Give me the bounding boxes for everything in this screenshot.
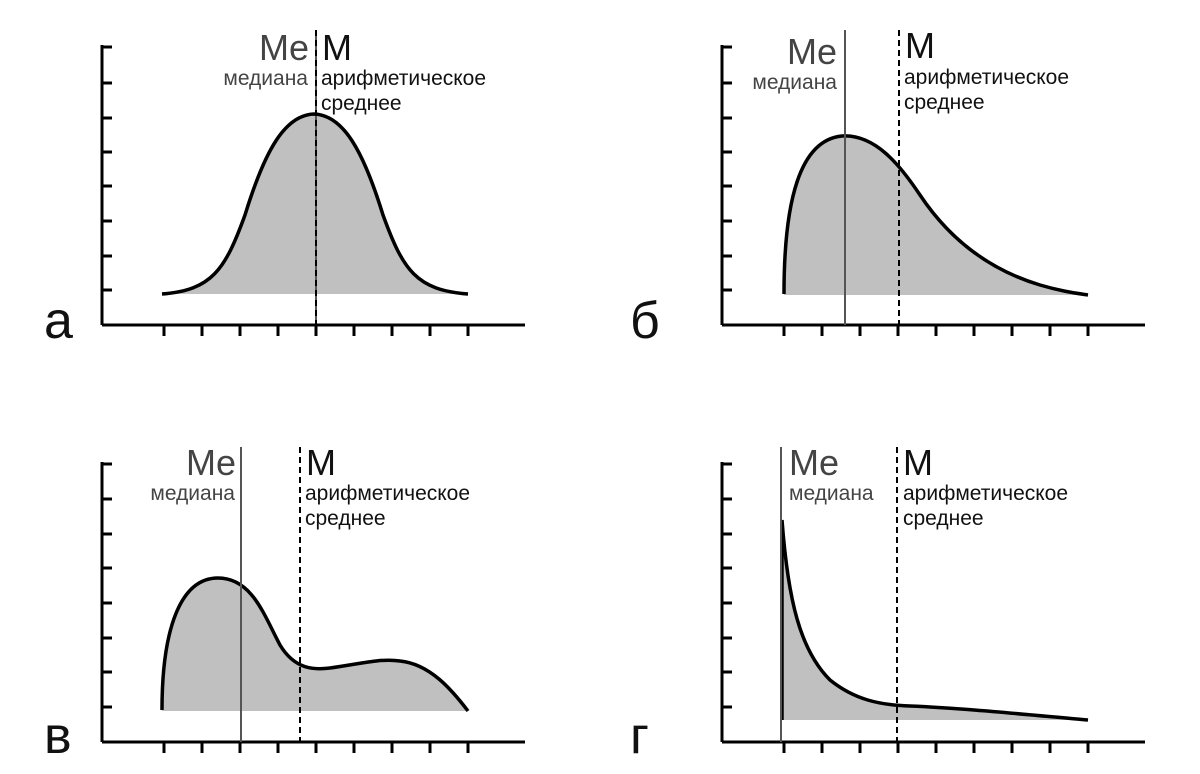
panel-a-axes <box>100 45 525 336</box>
panel-b-letter: б <box>630 292 660 350</box>
panel-d-curve <box>780 519 1089 722</box>
panel-d-mean-text-2: среднее <box>903 507 984 530</box>
panel-a-letter: а <box>44 292 73 350</box>
panel-b-mean-text-2: среднее <box>904 91 985 114</box>
panel-d-median-text: медиана <box>789 482 874 505</box>
panel-a-mean-symbol: M <box>322 27 352 68</box>
panel-b: Me медиана M арифметическое среднее б <box>630 25 1145 350</box>
panel-d: Me медиана M арифметическое среднее г <box>630 442 1145 765</box>
panel-b-mean-text-1: арифметическое <box>904 66 1069 89</box>
panel-b-median-symbol: Me <box>787 31 837 72</box>
panel-c-area <box>162 578 468 711</box>
panel-c-median-symbol: Me <box>186 442 236 483</box>
panel-a-mean-text-1: арифметическое <box>321 67 486 90</box>
panel-c-curve <box>160 576 470 713</box>
panel-c-mean-text-1: арифметическое <box>305 482 470 505</box>
panel-b-axes <box>720 45 1145 336</box>
panel-a-median-symbol: Me <box>259 27 309 68</box>
panel-d-median-symbol: Me <box>789 442 839 483</box>
panel-b-median-text: медиана <box>752 71 837 94</box>
panel-d-mean-symbol: M <box>903 442 933 483</box>
panel-b-curve <box>782 134 1089 297</box>
panel-c-axes <box>100 462 525 753</box>
panel-d-letter: г <box>630 707 649 765</box>
panel-a: Me медиана M арифметическое среднее а <box>44 27 525 350</box>
panel-d-axes <box>720 462 1145 753</box>
panel-a-mean-text-2: среднее <box>321 92 402 115</box>
panel-b-mean-symbol: M <box>905 25 935 66</box>
panel-d-area <box>782 520 1088 720</box>
panel-c: Me медиана M арифметическое среднее в <box>44 442 525 765</box>
panel-a-curve <box>161 112 469 296</box>
panel-c-median-text: медиана <box>150 482 235 505</box>
panel-c-mean-text-2: среднее <box>305 507 386 530</box>
panel-c-letter: в <box>44 707 72 765</box>
panel-a-median-text: медиана <box>223 67 308 90</box>
panel-b-area <box>784 135 1088 295</box>
panel-c-mean-symbol: M <box>306 442 336 483</box>
panel-d-mean-text-1: арифметическое <box>903 482 1068 505</box>
